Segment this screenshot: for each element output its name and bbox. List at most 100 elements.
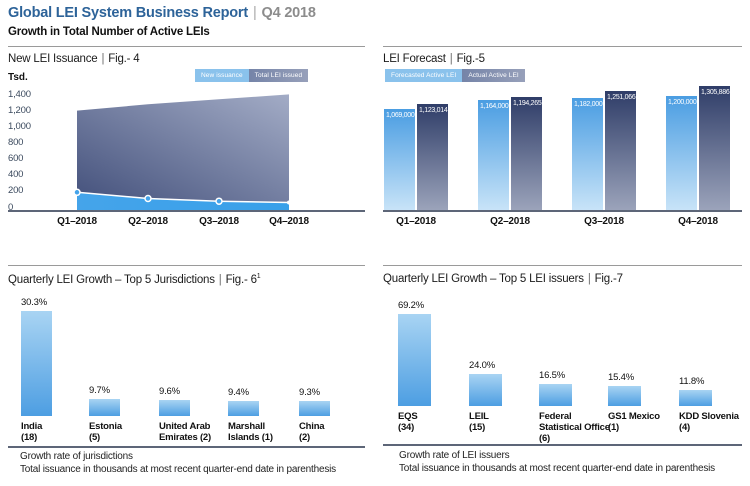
category-label-line: (2): [299, 432, 311, 443]
bar-chart-lei-forecast: 1,069,000 1,123,014 1,164,000 1,194,265 1,18…: [383, 84, 742, 211]
bar-percentage-label: 24.0%: [469, 360, 495, 371]
footnote-issuers: Growth rate of LEI issuers Total issuanc…: [399, 449, 715, 475]
bar-percentage-label: 9.6%: [159, 386, 180, 397]
footnote-jurisdictions: Growth rate of jurisdictions Total issua…: [20, 450, 336, 476]
bar: [21, 311, 52, 416]
x-tick-label: Q3–2018: [584, 216, 624, 227]
panel-title-forecast: LEI Forecast | Fig.-5: [383, 53, 485, 65]
bar-percentage-label: 9.3%: [299, 387, 320, 398]
category-label-line: KDD Slovenia: [679, 411, 739, 422]
footnote-line: Total issuance in thousands at most rece…: [20, 464, 336, 475]
legend-item-total-lei-issued: Total LEI issued: [248, 69, 309, 82]
category-label-line: (4): [679, 422, 691, 433]
bar: [679, 390, 712, 406]
x-axis-line-fig5: [383, 210, 742, 212]
bar-actual-active-lei: 1,305,886: [699, 86, 730, 211]
bar-chart-top5-issuers: [383, 296, 742, 406]
x-tick-label: Q4–2018: [678, 216, 718, 227]
bar-value-label: 1,305,886: [701, 89, 730, 96]
x-axis-line-fig4: [8, 210, 365, 212]
category-label-line: United Arab: [159, 421, 211, 432]
panel-title-issuers: Quarterly LEI Growth – Top 5 LEI issuers…: [383, 273, 623, 285]
x-tick-label: Q2–2018: [490, 216, 530, 227]
legend-item-forecasted-active-lei: Forecasted Active LEI: [385, 69, 463, 82]
bar-actual-active-lei: 1,251,066: [605, 91, 636, 211]
bar-value-label: 1,069,000: [386, 112, 415, 119]
bar-value-label: 1,251,066: [607, 94, 636, 101]
area-chart-svg: [73, 94, 291, 210]
bar: [539, 384, 572, 406]
pipe-separator: |: [449, 53, 453, 65]
category-label-line: (15): [469, 422, 486, 433]
category-label-line: China: [299, 421, 325, 432]
bottom-line-fig6: [8, 446, 365, 448]
category-label: LEIL (15): [469, 411, 489, 433]
panel-title-jurisdictions: Quarterly LEI Growth – Top 5 Jurisdictio…: [8, 273, 261, 286]
bar: [159, 400, 190, 416]
report-period: Q4 2018: [261, 5, 316, 21]
panel-title-issuance-text: New LEI Issuance: [8, 53, 98, 65]
footnote-line: Growth rate of LEI issuers: [399, 450, 510, 461]
category-label-line: Federal: [539, 411, 572, 422]
category-label: United Arab Emirates (2): [159, 421, 211, 443]
divider-top-right: [383, 46, 742, 47]
bar-value-label: 1,182,000: [574, 101, 603, 108]
bar-percentage-label: 69.2%: [398, 300, 424, 311]
category-label-line: (34): [398, 422, 415, 433]
category-label: KDD Slovenia (4): [679, 411, 739, 433]
y-tick-label: 0: [8, 202, 14, 213]
category-label-line: Emirates (2): [159, 432, 211, 443]
category-label: India (18): [21, 421, 42, 443]
panel-title-issuance: New LEI Issuance | Fig.- 4: [8, 53, 140, 65]
panel-title-forecast-text: LEI Forecast: [383, 53, 446, 65]
y-axis-unit-label: Tsd.: [8, 72, 28, 83]
bar-percentage-label: 11.8%: [679, 376, 705, 387]
bar-forecasted-active-lei: 1,200,000: [666, 96, 697, 211]
footnote-marker: 1: [256, 273, 261, 280]
category-label: GS1 Mexico (1): [608, 411, 660, 433]
report-title: Global LEI System Business Report | Q4 201…: [8, 5, 316, 21]
y-tick-label: 1,000: [8, 121, 31, 132]
bar: [89, 399, 120, 416]
x-tick-label: Q4–2018: [269, 216, 309, 227]
fig-number: Fig.- 6: [225, 273, 257, 286]
category-label-line: Islands (1): [228, 432, 273, 443]
category-label-line: (1): [608, 422, 620, 433]
fig-number: Fig.-7: [594, 273, 623, 285]
bar-value-label: 1,164,000: [480, 103, 509, 110]
category-label-line: GS1 Mexico: [608, 411, 660, 422]
category-label-line: (6): [539, 433, 551, 444]
x-tick-label: Q3–2018: [199, 216, 239, 227]
bar: [398, 314, 431, 406]
bar-value-label: 1,123,014: [419, 107, 448, 114]
category-label: Marshall Islands (1): [228, 421, 273, 443]
category-label-line: EQS: [398, 411, 418, 422]
bar-actual-active-lei: 1,123,014: [417, 104, 448, 211]
category-label: Federal Statistical Office (6): [539, 411, 610, 444]
category-label-line: Marshall: [228, 421, 265, 432]
legend-issuance: New issuance Total LEI issued: [195, 69, 309, 82]
bar-percentage-label: 9.4%: [228, 387, 249, 398]
panel-title-issuers-text: Quarterly LEI Growth – Top 5 LEI issuers: [383, 273, 584, 285]
legend-item-new-issuance: New issuance: [195, 69, 249, 82]
bar-percentage-label: 16.5%: [539, 370, 565, 381]
x-tick-label: Q2–2018: [128, 216, 168, 227]
category-label-line: India: [21, 421, 43, 432]
bar-actual-active-lei: 1,194,265: [511, 97, 542, 211]
y-tick-label: 1,400: [8, 89, 31, 100]
category-label: China (2): [299, 421, 325, 443]
bar-chart-top5-jurisdictions: [8, 296, 365, 416]
legend-forecast: Forecasted Active LEI Actual Active LEI: [385, 69, 525, 82]
panel-title-jurisdictions-text: Quarterly LEI Growth – Top 5 Jurisdictio…: [8, 273, 215, 286]
x-tick-label: Q1–2018: [396, 216, 436, 227]
category-label-line: Estonia: [89, 421, 122, 432]
legend-item-actual-active-lei: Actual Active LEI: [462, 69, 525, 82]
bar: [299, 401, 330, 416]
bar-forecasted-active-lei: 1,182,000: [572, 98, 603, 211]
bar-forecasted-active-lei: 1,164,000: [478, 100, 509, 211]
category-label: EQS (34): [398, 411, 418, 433]
y-tick-label: 1,200: [8, 105, 31, 116]
pipe-separator: |: [101, 53, 105, 65]
divider-top-left: [8, 46, 365, 47]
